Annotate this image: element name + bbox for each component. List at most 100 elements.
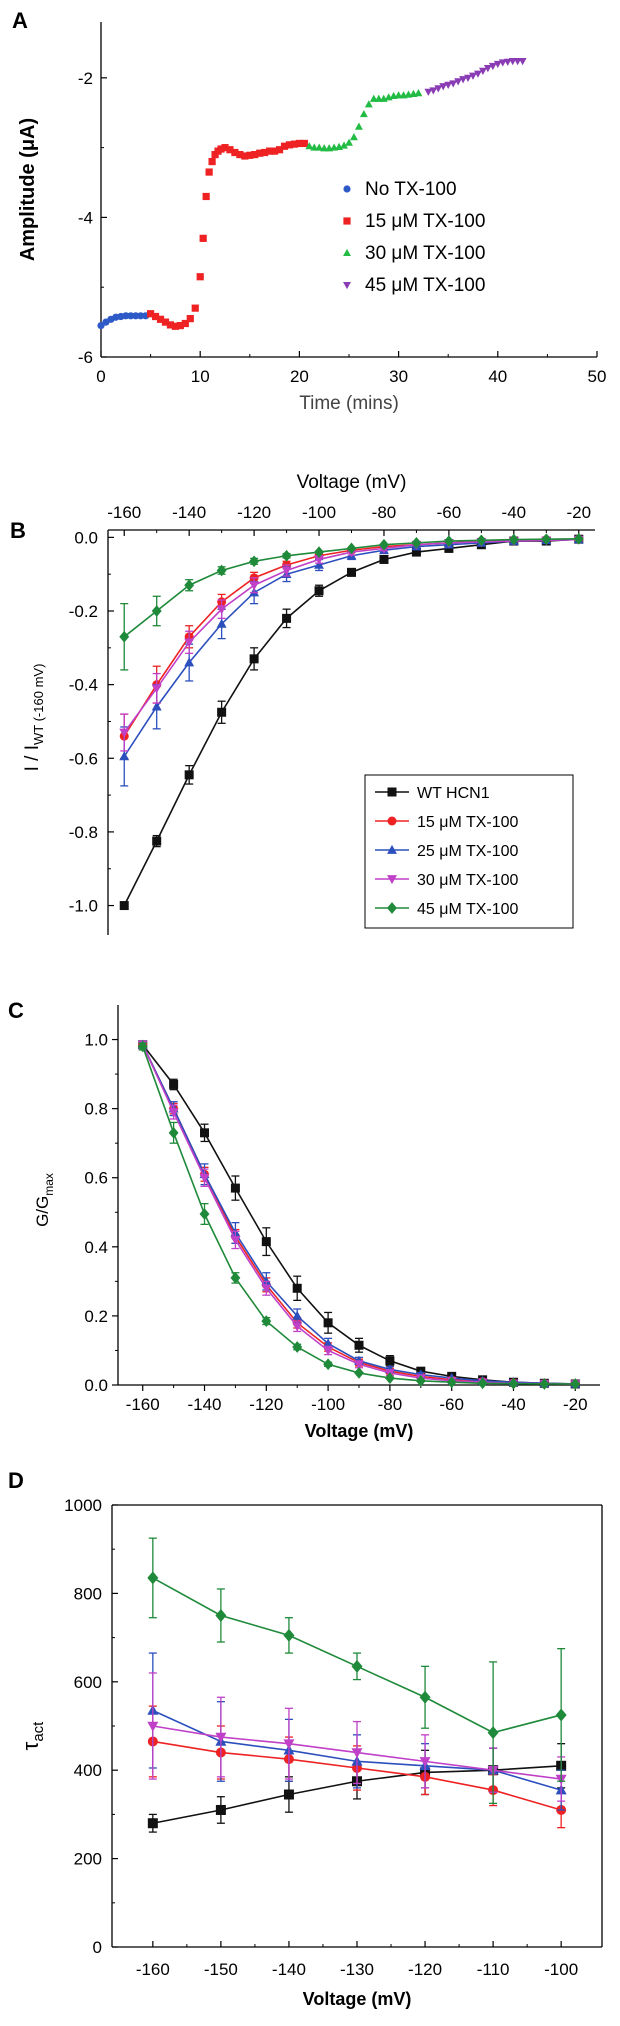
y-tick-label: -4 <box>78 208 93 227</box>
series-3 <box>305 89 423 152</box>
legend-marker <box>343 217 351 225</box>
x-tick-label: 30 <box>389 367 408 386</box>
data-point <box>513 58 522 66</box>
data-point <box>119 630 130 643</box>
data-point <box>434 85 443 93</box>
x-tick-label: -110 <box>477 1960 510 1979</box>
y-tick-label: 200 <box>74 1850 102 1869</box>
data-point <box>374 94 383 102</box>
data-point <box>354 1360 364 1370</box>
data-point <box>476 534 487 547</box>
x-tick-label: 10 <box>191 367 210 386</box>
data-point <box>508 1377 519 1390</box>
data-point <box>249 654 259 664</box>
data-point <box>411 547 421 557</box>
data-point <box>477 1377 488 1390</box>
data-point <box>261 1284 272 1294</box>
data-point <box>419 1690 431 1704</box>
data-point <box>168 1108 179 1118</box>
data-point <box>573 532 584 545</box>
data-point <box>184 770 194 780</box>
x-tick-label: -80 <box>378 1395 403 1414</box>
data-point <box>261 1315 272 1327</box>
data-point <box>217 707 227 717</box>
y-tick-label: -0.6 <box>69 749 98 768</box>
data-point <box>379 554 389 564</box>
legend-marker <box>387 787 397 797</box>
y-axis-label-subscript: max <box>42 1173 56 1196</box>
legend-marker <box>387 902 397 914</box>
legend-entry: WT HCN1 <box>375 785 490 802</box>
data-point <box>508 58 517 66</box>
data-point <box>230 1272 241 1284</box>
data-point <box>346 542 357 555</box>
data-point <box>216 564 227 577</box>
data-point <box>184 579 195 592</box>
legend-label: 30 μM TX-100 <box>365 243 485 264</box>
data-point <box>424 88 433 96</box>
data-point <box>518 58 527 66</box>
data-point <box>168 1126 179 1139</box>
x-axis-label: Voltage (mV) <box>297 472 407 493</box>
data-point <box>184 657 195 667</box>
data-point <box>385 1356 395 1366</box>
data-point <box>249 581 260 591</box>
legend-marker <box>387 816 397 826</box>
data-point <box>216 605 227 615</box>
y-tick-label: 1000 <box>64 1496 102 1515</box>
data-point <box>439 83 448 91</box>
data-point <box>161 318 170 326</box>
data-point <box>323 1338 334 1348</box>
panel-d: D -160 -150 -140 -130 -120 -110 -100 Voltage (mV… <box>8 1468 603 2009</box>
data-point <box>147 310 155 318</box>
data-point <box>314 555 324 565</box>
data-point <box>384 1372 395 1384</box>
x-tick-label: 20 <box>290 367 309 386</box>
legend-entry: 30 μM TX-100 <box>375 872 519 889</box>
data-point <box>216 618 227 628</box>
y-tick-label: -6 <box>78 348 93 367</box>
data-point <box>271 147 279 155</box>
data-point <box>498 59 507 67</box>
data-point <box>151 701 162 711</box>
data-point <box>394 91 403 99</box>
data-point <box>354 1340 364 1350</box>
y-tick-label: 0.8 <box>84 1100 108 1119</box>
data-point <box>137 1040 148 1053</box>
data-point <box>137 312 145 320</box>
y-axis-label: G/Gmax <box>33 1173 56 1227</box>
data-point <box>281 549 292 562</box>
y-tick-label: 400 <box>74 1761 102 1780</box>
data-point <box>493 60 502 69</box>
x-tick-label: -120 <box>237 503 271 522</box>
y-tick-label: 1.0 <box>84 1031 108 1050</box>
series-5 <box>137 1040 581 1390</box>
data-point <box>474 70 482 78</box>
x-tick-label: -140 <box>172 503 206 522</box>
legend-label: WT HCN1 <box>417 785 490 802</box>
y-tick-label: 600 <box>74 1673 102 1692</box>
x-tick-label: -80 <box>372 503 397 522</box>
x-tick-label: -40 <box>501 1395 526 1414</box>
data-point <box>202 192 210 201</box>
x-tick-label: -160 <box>107 503 141 522</box>
panel-letter: D <box>8 1468 24 1493</box>
data-point <box>215 1804 226 1815</box>
x-tick-label: -100 <box>544 1960 578 1979</box>
legend-entry: 45 μM TX-100 <box>375 901 519 918</box>
y-tick-label: -2 <box>78 69 93 88</box>
legend-box <box>364 774 574 929</box>
legend-marker <box>343 281 351 290</box>
data-point <box>340 141 348 149</box>
y-tick-label: -0.4 <box>69 676 98 695</box>
data-point <box>283 1739 295 1750</box>
legend-marker <box>343 185 351 193</box>
legend-entry: No TX-100 <box>343 179 457 200</box>
series-5 <box>119 532 584 671</box>
data-point <box>275 146 284 154</box>
data-point <box>464 74 472 82</box>
data-point <box>147 1721 159 1732</box>
data-point <box>323 1346 334 1356</box>
data-point <box>122 312 130 320</box>
